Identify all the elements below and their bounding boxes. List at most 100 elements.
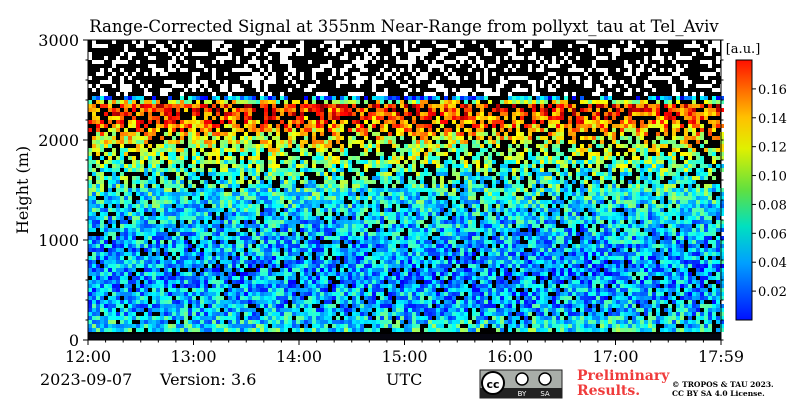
heatmap-cell bbox=[528, 56, 532, 60]
heatmap-cell bbox=[140, 128, 144, 132]
heatmap-cell bbox=[708, 84, 712, 88]
heatmap-cell bbox=[112, 164, 116, 168]
heatmap-cell bbox=[284, 152, 288, 156]
heatmap-cell bbox=[620, 40, 624, 44]
heatmap-cell bbox=[624, 172, 628, 176]
heatmap-cell bbox=[276, 144, 280, 148]
heatmap-cell bbox=[212, 104, 216, 108]
heatmap-cell bbox=[428, 128, 432, 132]
heatmap-cell bbox=[300, 236, 304, 240]
heatmap-cell bbox=[656, 52, 660, 56]
heatmap-cell bbox=[716, 220, 720, 224]
heatmap-cell bbox=[460, 104, 464, 108]
heatmap-cell bbox=[484, 88, 488, 92]
heatmap-cell bbox=[696, 124, 700, 128]
heatmap-cell bbox=[632, 232, 636, 236]
heatmap-cell bbox=[520, 76, 524, 80]
heatmap-cell bbox=[164, 208, 168, 212]
heatmap-cell bbox=[464, 160, 468, 164]
heatmap-cell bbox=[304, 104, 308, 108]
heatmap-cell bbox=[664, 220, 668, 224]
heatmap-cell bbox=[444, 88, 448, 92]
heatmap-cell bbox=[412, 132, 416, 136]
heatmap-cell bbox=[544, 136, 548, 140]
heatmap-cell bbox=[580, 224, 584, 228]
heatmap-cell bbox=[112, 232, 116, 236]
heatmap-cell bbox=[220, 164, 224, 168]
heatmap-cell bbox=[172, 60, 176, 64]
heatmap-cell bbox=[520, 116, 524, 120]
heatmap-cell bbox=[248, 144, 252, 148]
heatmap-cell bbox=[464, 164, 468, 168]
heatmap-cell bbox=[108, 168, 112, 172]
heatmap-cell bbox=[644, 92, 648, 96]
heatmap-cell bbox=[672, 212, 676, 216]
heatmap-cell bbox=[228, 92, 232, 96]
heatmap-cell bbox=[108, 96, 112, 100]
heatmap-cell bbox=[300, 168, 304, 172]
heatmap-cell bbox=[684, 180, 688, 184]
heatmap-cell bbox=[260, 100, 264, 104]
heatmap-cell bbox=[160, 144, 164, 148]
heatmap-cell bbox=[92, 216, 96, 220]
heatmap-cell bbox=[584, 108, 588, 112]
heatmap-cell bbox=[256, 180, 260, 184]
heatmap-cell bbox=[664, 188, 668, 192]
heatmap-cell bbox=[208, 200, 212, 204]
heatmap-cell bbox=[580, 68, 584, 72]
heatmap-cell bbox=[520, 232, 524, 236]
heatmap-cell bbox=[308, 108, 312, 112]
heatmap-cell bbox=[700, 104, 704, 108]
heatmap-cell bbox=[424, 232, 428, 236]
heatmap-cell bbox=[252, 128, 256, 132]
heatmap-cell bbox=[168, 220, 172, 224]
heatmap-cell bbox=[628, 148, 632, 152]
heatmap-cell bbox=[280, 168, 284, 172]
heatmap-cell bbox=[88, 228, 92, 232]
heatmap-cell bbox=[408, 176, 412, 180]
heatmap-cell bbox=[136, 176, 140, 180]
heatmap-cell bbox=[572, 164, 576, 168]
heatmap-cell bbox=[692, 100, 696, 104]
heatmap-cell bbox=[592, 208, 596, 212]
heatmap-cell bbox=[332, 160, 336, 164]
heatmap-cell bbox=[292, 112, 296, 116]
heatmap-cell bbox=[316, 208, 320, 212]
heatmap-cell bbox=[644, 204, 648, 208]
heatmap-cell bbox=[160, 108, 164, 112]
heatmap-cell bbox=[228, 192, 232, 196]
heatmap-cell bbox=[448, 132, 452, 136]
heatmap-cell bbox=[488, 196, 492, 200]
heatmap-cell bbox=[248, 124, 252, 128]
heatmap-cell bbox=[504, 68, 508, 72]
heatmap-cell bbox=[536, 152, 540, 156]
heatmap-cell bbox=[604, 104, 608, 108]
heatmap-cell bbox=[656, 184, 660, 188]
heatmap-cell bbox=[200, 192, 204, 196]
heatmap-cell bbox=[588, 208, 592, 212]
heatmap-cell bbox=[272, 204, 276, 208]
heatmap-cell bbox=[120, 148, 124, 152]
heatmap-cell bbox=[296, 148, 300, 152]
heatmap-cell bbox=[156, 236, 160, 240]
heatmap-cell bbox=[288, 164, 292, 168]
heatmap-cell bbox=[332, 200, 336, 204]
heatmap-cell bbox=[636, 108, 640, 112]
heatmap-cell bbox=[204, 224, 208, 228]
heatmap-cell bbox=[680, 176, 684, 180]
heatmap-cell bbox=[688, 124, 692, 128]
heatmap-cell bbox=[368, 148, 372, 152]
heatmap-cell bbox=[552, 180, 556, 184]
heatmap-cell bbox=[168, 228, 172, 232]
heatmap-cell bbox=[280, 52, 284, 56]
heatmap-cell bbox=[392, 76, 396, 80]
heatmap-cell bbox=[292, 192, 296, 196]
heatmap-cell bbox=[212, 208, 216, 212]
heatmap-cell bbox=[244, 48, 248, 52]
heatmap-cell bbox=[468, 204, 472, 208]
heatmap-cell bbox=[208, 212, 212, 216]
heatmap-cell bbox=[100, 68, 104, 72]
heatmap-cell bbox=[152, 40, 156, 44]
heatmap-cell bbox=[256, 164, 260, 168]
heatmap-cell bbox=[452, 108, 456, 112]
